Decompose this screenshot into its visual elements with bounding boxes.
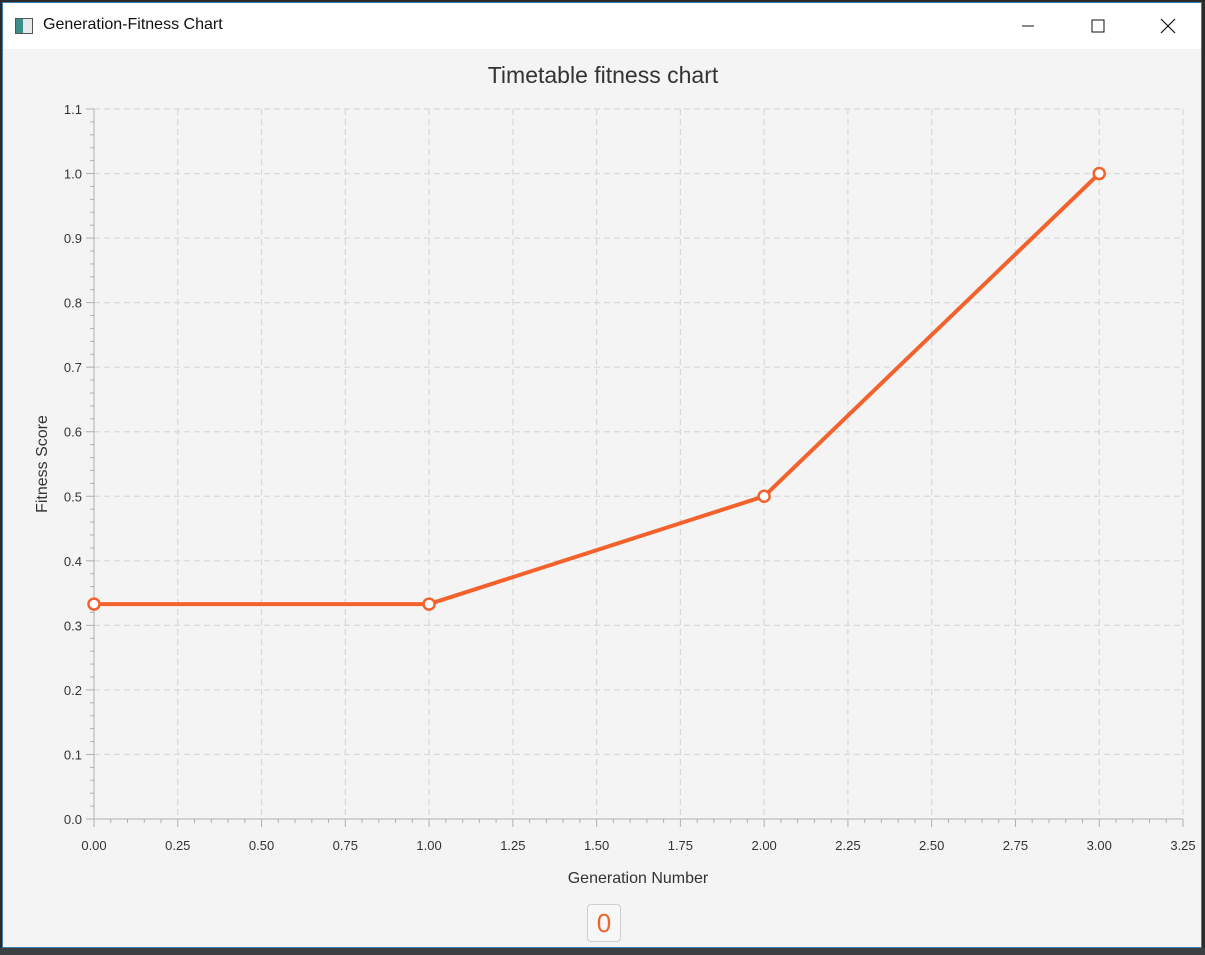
data-point[interactable] (87, 597, 101, 611)
minimize-icon (1022, 25, 1034, 27)
x-tick-label: 0.00 (81, 838, 106, 853)
data-point[interactable] (422, 597, 436, 611)
y-tick-label: 0.8 (64, 296, 82, 311)
x-tick-label: 0.50 (249, 838, 274, 853)
x-tick-label: 3.25 (1170, 838, 1195, 853)
y-tick-label: 0.6 (64, 425, 82, 440)
series-path (94, 172, 1101, 607)
x-tick-label: 1.75 (668, 838, 693, 853)
x-axis-label: Generation Number (568, 870, 709, 887)
x-tick-label: 2.50 (919, 838, 944, 853)
window-title: Generation-Fitness Chart (43, 16, 223, 33)
x-tick-label: 2.00 (751, 838, 776, 853)
x-tick-label: 1.25 (500, 838, 525, 853)
y-tick-label: 1.0 (64, 167, 82, 182)
x-tick-label: 0.25 (165, 838, 190, 853)
data-point[interactable] (757, 489, 771, 504)
y-tick-label: 0.1 (64, 747, 82, 762)
grid-lines (94, 108, 1184, 819)
close-icon (1160, 18, 1176, 34)
y-tick-label: 0.0 (64, 812, 82, 827)
y-tick-label: 0.2 (64, 683, 82, 698)
y-tick-label: 0.9 (64, 231, 82, 246)
y-tick-label: 0.4 (64, 554, 82, 569)
generation-counter: 0 (587, 904, 621, 942)
app-icon (15, 18, 33, 34)
y-tick-label: 1.1 (64, 102, 82, 117)
x-tick-label: 3.00 (1087, 838, 1112, 853)
chart-title: Timetable fitness chart (488, 62, 719, 88)
title-bar[interactable]: Generation-Fitness Chart (3, 3, 1201, 49)
y-tick-label: 0.7 (64, 360, 82, 375)
y-tick-label: 0.3 (64, 618, 82, 633)
maximize-icon (1091, 19, 1105, 33)
data-point[interactable] (1092, 166, 1106, 181)
close-button[interactable] (1133, 3, 1203, 49)
taskbar-strip (0, 948, 1205, 955)
x-tick-label: 1.00 (416, 838, 441, 853)
x-tick-label: 1.50 (584, 838, 609, 853)
x-tick-label: 2.25 (835, 838, 860, 853)
maximize-button[interactable] (1063, 3, 1133, 49)
y-axis-label: Fitness Score (34, 415, 51, 513)
y-tick-label: 0.5 (64, 489, 82, 504)
axes: 0.0 0.1 0.2 0.3 0.4 0.5 0.6 0.7 0.8 0.9 1.0 1.1 0.00… (64, 102, 1196, 853)
x-tick-label: 2.75 (1003, 838, 1028, 853)
minimize-button[interactable] (993, 3, 1063, 49)
line-chart: Timetable fitness chart 0.00.10.20.30.40… (34, 62, 1196, 887)
x-tick-label: 0.75 (333, 838, 358, 853)
series-line (87, 166, 1106, 611)
